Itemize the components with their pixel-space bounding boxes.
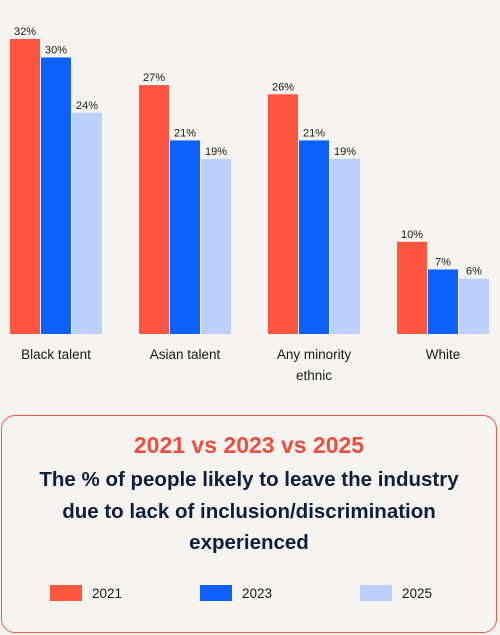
category-label-any-minority-ethnic: Any minority ethnic (277, 347, 352, 383)
bar-white-2025 (459, 278, 489, 334)
bar-black-talent-2025 (72, 112, 102, 334)
bar-asian-talent-2021 (139, 85, 169, 334)
box-subtitle: The % of people likely to leave the indu… (39, 468, 459, 554)
data-label-black-talent-2025: 24% (76, 100, 98, 112)
data-label-any-minority-ethnic-2021: 26% (272, 81, 294, 93)
legend-swatch-2025 (360, 585, 392, 601)
bar-white-2023 (428, 269, 458, 334)
data-label-asian-talent-2023: 21% (174, 127, 196, 139)
box-title: 2021 vs 2023 vs 2025 (133, 432, 365, 458)
bar-white-2021 (397, 241, 427, 334)
bar-any-minority-ethnic-2023 (299, 140, 329, 334)
category-label-white: White (426, 347, 461, 362)
bar-black-talent-2021 (10, 39, 40, 334)
category-label-black-talent: Black talent (21, 347, 91, 362)
legend-item-2025: 2025 (360, 584, 432, 602)
bar-chart: 32% 30% 24% Black talent 27% 21% 19% Asian tale… (10, 26, 489, 383)
bar-any-minority-ethnic-2021 (268, 94, 298, 334)
data-label-white-2025: 6% (466, 266, 482, 278)
data-label-white-2023: 7% (435, 256, 451, 268)
data-label-any-minority-ethnic-2023: 21% (303, 127, 325, 139)
data-label-asian-talent-2021: 27% (143, 72, 165, 84)
legend-item-2021: 2021 (50, 584, 122, 602)
bar-asian-talent-2023 (170, 140, 200, 334)
legend-swatch-2023 (200, 585, 232, 601)
data-label-white-2021: 10% (401, 229, 423, 241)
bar-black-talent-2023 (41, 57, 71, 334)
legend-label-2021: 2021 (92, 585, 123, 601)
category-label-asian-talent: Asian talent (150, 347, 221, 362)
legend-label-2023: 2023 (242, 585, 273, 601)
legend-label-2025: 2025 (402, 585, 433, 601)
info-box: 2021 vs 2023 vs 2025 The % of people lik… (1, 415, 497, 633)
data-label-black-talent-2023: 30% (45, 44, 67, 56)
data-label-black-talent-2021: 32% (14, 26, 36, 38)
legend-swatch-2021 (50, 585, 82, 601)
legend-item-2023: 2023 (200, 584, 272, 602)
bar-asian-talent-2025 (201, 158, 231, 334)
data-label-asian-talent-2025: 19% (205, 146, 227, 158)
data-label-any-minority-ethnic-2025: 19% (334, 146, 356, 158)
bar-any-minority-ethnic-2025 (330, 158, 360, 334)
